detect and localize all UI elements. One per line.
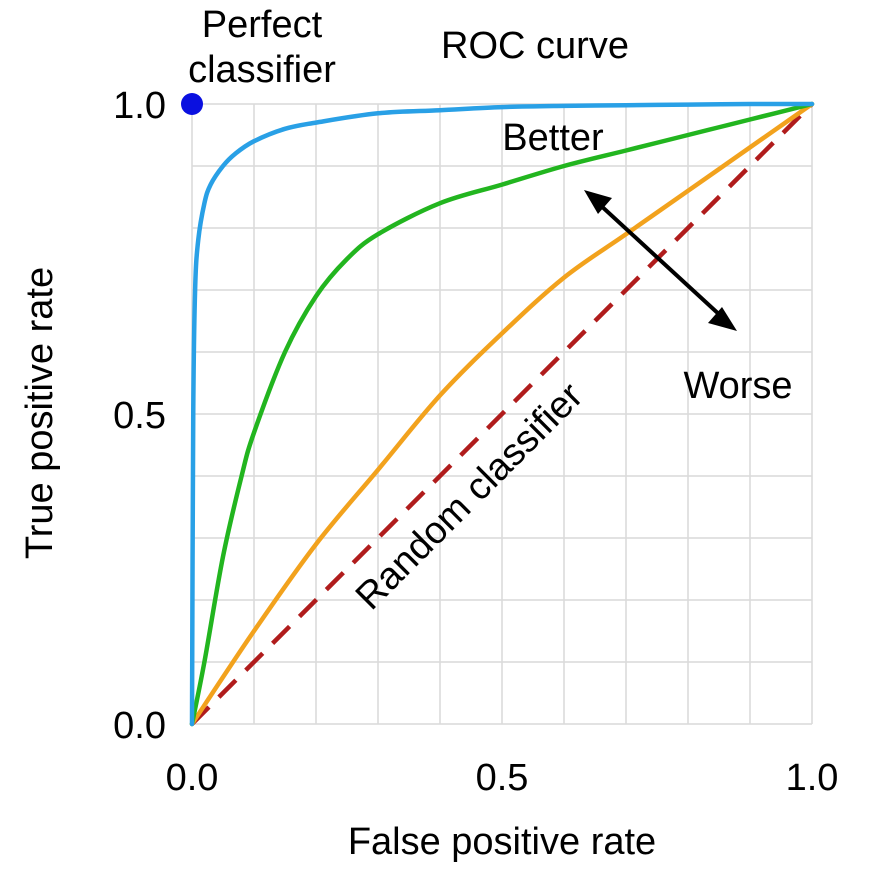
y-tick-label: 1.0 [113, 85, 166, 127]
x-tick-label: 0.0 [166, 757, 219, 799]
random-classifier-label: Random classifier [348, 375, 591, 618]
y-tick-label: 0.0 [113, 705, 166, 747]
perfect-classifier-label-line1: Perfect [202, 4, 323, 46]
perfect-classifier-point [181, 93, 203, 115]
worse-label: Worse [683, 365, 792, 407]
y-axis-label: True positive rate [19, 267, 61, 559]
arrow-head-up [584, 190, 612, 214]
green-curve-line [189, 101, 815, 727]
y-tick-label: 0.5 [113, 395, 166, 437]
better-worse-arrow [584, 190, 737, 331]
arrow-head-down [708, 307, 737, 331]
perfect-classifier-label-line2: classifier [188, 49, 336, 91]
arrow-shaft [596, 201, 724, 319]
x-axis-label: False positive rate [348, 821, 656, 863]
orange-curve-line [189, 101, 815, 727]
better-label: Better [502, 117, 604, 159]
blue-curve-line [189, 101, 815, 727]
point-layer [181, 93, 203, 115]
chart-title: ROC curve [441, 25, 629, 67]
series-layer [189, 101, 815, 727]
random-classifier-line [190, 102, 814, 726]
x-tick-label: 0.5 [476, 757, 529, 799]
x-tick-label: 1.0 [786, 757, 839, 799]
